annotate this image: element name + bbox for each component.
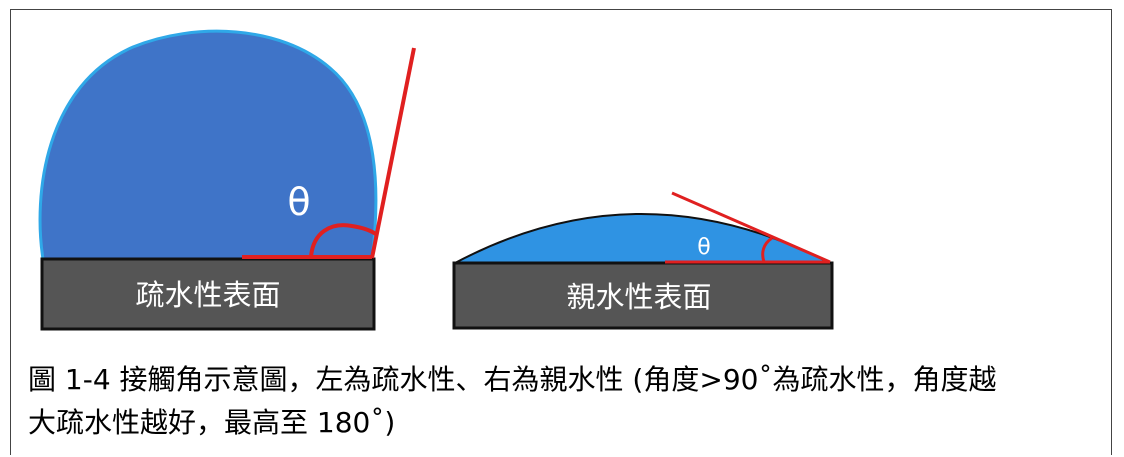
hydrophobic-angle-arc bbox=[309, 223, 379, 258]
hydrophobic-tangent-line bbox=[370, 47, 416, 259]
hydrophobic-surface bbox=[40, 257, 376, 331]
hydrophilic-example: 親水性表面 θ bbox=[452, 191, 834, 330]
hydrophilic-angle-arc bbox=[761, 236, 773, 263]
hydrophobic-surface-label: 疏水性表面 bbox=[135, 278, 280, 312]
caption-line-1: 圖 1-4 接觸角示意圖，左為疏水性、右為親水性 (角度>90˚為疏水性，角度越 bbox=[28, 363, 997, 396]
caption-line-2: 大疏水性越好，最高至 180˚) bbox=[28, 406, 396, 439]
hydrophilic-surface bbox=[452, 261, 834, 330]
hydrophobic-angle-symbol: θ bbox=[287, 180, 310, 224]
hydrophobic-droplet bbox=[38, 29, 378, 261]
hydrophilic-tangent-line bbox=[671, 191, 831, 264]
figure-caption: 圖 1-4 接觸角示意圖，左為疏水性、右為親水性 (角度>90˚為疏水性，角度越… bbox=[28, 358, 1098, 444]
hydrophilic-surface-label: 親水性表面 bbox=[566, 280, 711, 314]
hydrophobic-example: 疏水性表面 θ bbox=[38, 29, 416, 331]
hydrophilic-angle-symbol: θ bbox=[697, 235, 710, 260]
